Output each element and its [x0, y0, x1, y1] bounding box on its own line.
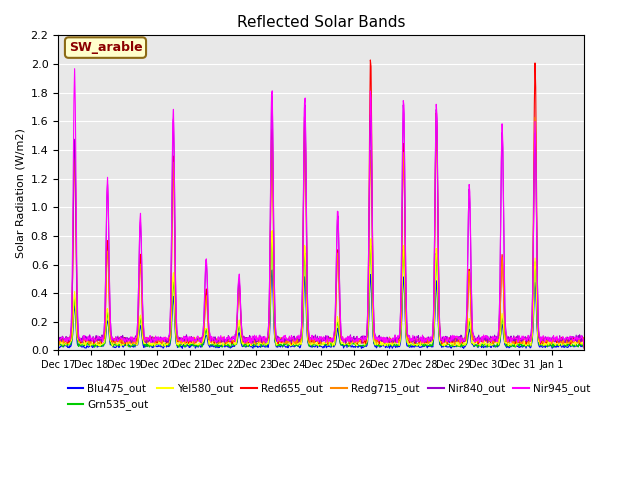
- Blu475_out: [406, 345, 413, 350]
- Nir945_out: [376, 335, 384, 340]
- Grn535_out: [580, 345, 588, 350]
- Line: Grn535_out: Grn535_out: [58, 240, 584, 348]
- Red655_out: [239, 334, 246, 340]
- Text: SW_arable: SW_arable: [68, 41, 142, 54]
- Line: Nir945_out: Nir945_out: [58, 69, 584, 348]
- Red655_out: [116, 338, 124, 344]
- Nir945_out: [71, 66, 79, 72]
- Nir840_out: [239, 333, 246, 338]
- Yel580_out: [239, 341, 246, 347]
- Yel580_out: [54, 342, 62, 348]
- Redg715_out: [531, 115, 539, 120]
- Yel580_out: [268, 228, 276, 233]
- Grn535_out: [259, 340, 266, 346]
- Red655_out: [367, 57, 374, 63]
- Blu475_out: [116, 343, 124, 348]
- Line: Yel580_out: Yel580_out: [58, 230, 584, 348]
- Nir840_out: [268, 93, 276, 99]
- Line: Redg715_out: Redg715_out: [58, 118, 584, 349]
- Grn535_out: [239, 341, 246, 347]
- Nir840_out: [580, 346, 588, 351]
- Blu475_out: [580, 346, 588, 351]
- Yel580_out: [116, 339, 124, 345]
- Nir945_out: [259, 335, 267, 341]
- Line: Red655_out: Red655_out: [58, 60, 584, 348]
- Title: Reflected Solar Bands: Reflected Solar Bands: [237, 15, 406, 30]
- Red655_out: [406, 340, 413, 346]
- Blu475_out: [239, 344, 246, 349]
- Legend: Blu475_out, Grn535_out, Yel580_out, Red655_out, Redg715_out, Nir840_out, Nir945_: Blu475_out, Grn535_out, Yel580_out, Red6…: [63, 379, 595, 415]
- Nir840_out: [54, 333, 62, 338]
- Blu475_out: [376, 344, 384, 350]
- Nir945_out: [54, 336, 62, 342]
- Nir945_out: [116, 334, 124, 339]
- Yel580_out: [580, 346, 588, 351]
- Nir840_out: [259, 337, 266, 343]
- Redg715_out: [580, 347, 588, 352]
- Nir840_out: [406, 333, 413, 338]
- Nir945_out: [406, 333, 413, 338]
- Grn535_out: [116, 341, 124, 347]
- Red655_out: [54, 337, 62, 343]
- Grn535_out: [406, 342, 413, 348]
- Line: Blu475_out: Blu475_out: [58, 270, 584, 348]
- Blu475_out: [268, 267, 276, 273]
- Blu475_out: [54, 342, 62, 348]
- Blu475_out: [213, 344, 221, 349]
- Nir945_out: [214, 338, 221, 344]
- Yel580_out: [213, 341, 221, 347]
- Redg715_out: [239, 339, 246, 345]
- Nir945_out: [580, 346, 588, 351]
- Y-axis label: Solar Radiation (W/m2): Solar Radiation (W/m2): [15, 128, 25, 258]
- Grn535_out: [268, 237, 276, 243]
- Nir840_out: [213, 340, 221, 346]
- Blu475_out: [259, 344, 266, 349]
- Red655_out: [580, 345, 588, 351]
- Grn535_out: [54, 341, 62, 347]
- Redg715_out: [54, 336, 62, 342]
- Nir945_out: [239, 337, 247, 343]
- Yel580_out: [376, 341, 384, 347]
- Yel580_out: [406, 341, 413, 347]
- Grn535_out: [213, 343, 221, 348]
- Redg715_out: [116, 337, 124, 343]
- Redg715_out: [405, 336, 413, 341]
- Red655_out: [213, 340, 221, 346]
- Nir840_out: [116, 336, 124, 342]
- Redg715_out: [213, 336, 221, 342]
- Red655_out: [376, 336, 384, 341]
- Line: Nir840_out: Nir840_out: [58, 96, 584, 348]
- Redg715_out: [259, 341, 266, 347]
- Redg715_out: [376, 336, 383, 342]
- Grn535_out: [376, 343, 384, 348]
- Nir840_out: [376, 337, 384, 343]
- Red655_out: [259, 336, 266, 342]
- Yel580_out: [259, 341, 266, 347]
